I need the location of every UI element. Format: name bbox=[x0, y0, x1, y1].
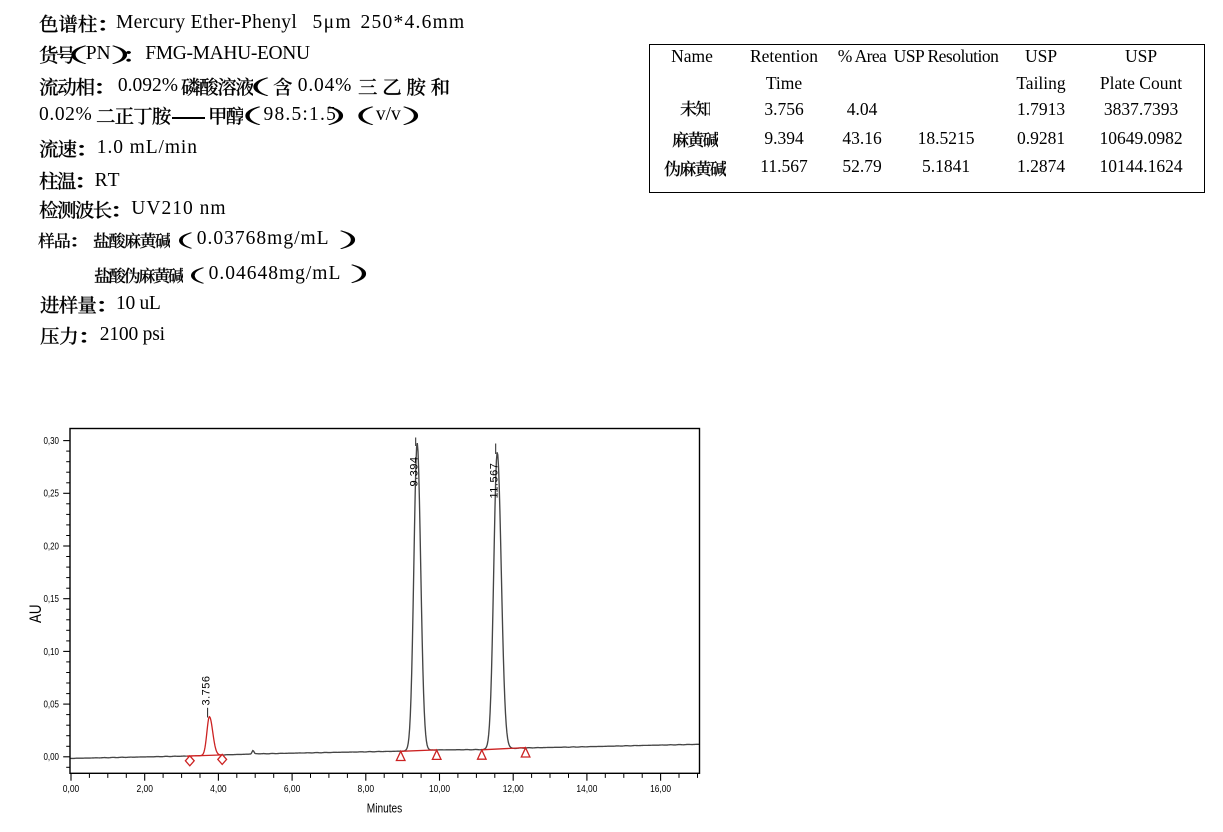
svg-text:8,00: 8,00 bbox=[358, 784, 375, 795]
svg-text:0,10: 0,10 bbox=[43, 646, 59, 657]
svg-text:6,00: 6,00 bbox=[284, 784, 301, 795]
svg-text:0,25: 0,25 bbox=[43, 488, 59, 499]
svg-text:16,00: 16,00 bbox=[650, 784, 671, 795]
svg-text:10,00: 10,00 bbox=[429, 784, 450, 795]
svg-text:0,15: 0,15 bbox=[43, 593, 59, 604]
svg-text:9.394: 9.394 bbox=[409, 456, 421, 486]
svg-text:12,00: 12,00 bbox=[503, 784, 524, 795]
svg-text:0,00: 0,00 bbox=[63, 784, 80, 795]
svg-text:0,20: 0,20 bbox=[43, 541, 59, 552]
svg-text:2,00: 2,00 bbox=[136, 784, 153, 795]
svg-text:4,00: 4,00 bbox=[210, 784, 227, 795]
svg-text:3.756: 3.756 bbox=[201, 675, 213, 705]
svg-text:14,00: 14,00 bbox=[576, 784, 597, 795]
svg-text:0,30: 0,30 bbox=[43, 435, 59, 446]
svg-text:11.567: 11.567 bbox=[489, 463, 501, 499]
svg-text:AU: AU bbox=[26, 605, 45, 624]
svg-text:0,00: 0,00 bbox=[43, 751, 59, 762]
svg-text:0,05: 0,05 bbox=[43, 699, 59, 710]
svg-text:Minutes: Minutes bbox=[367, 802, 403, 816]
